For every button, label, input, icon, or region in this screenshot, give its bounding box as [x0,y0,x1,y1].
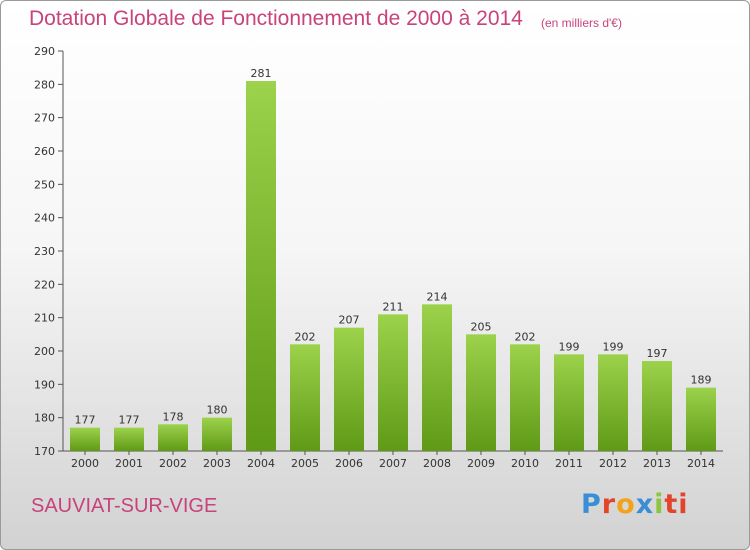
bar [114,427,144,451]
bar-value-label: 177 [75,414,96,427]
bar [246,81,276,451]
bar-value-label: 205 [471,320,492,333]
logo-letter: o [616,489,636,520]
bar-value-label: 211 [383,300,404,313]
y-tick-label: 260 [34,145,55,158]
bar-value-label: 189 [691,374,712,387]
y-tick-label: 290 [34,45,55,58]
bar-value-label: 207 [339,314,360,327]
bar [334,327,364,451]
bar [202,417,232,451]
x-tick-label: 2007 [379,457,407,470]
y-tick-label: 230 [34,245,55,258]
bar [422,304,452,451]
x-tick-label: 2004 [247,457,275,470]
bar [686,387,716,451]
bar [466,334,496,451]
x-tick-label: 2011 [555,457,583,470]
x-tick-label: 2013 [643,457,671,470]
x-tick-label: 2005 [291,457,319,470]
bar [158,424,188,451]
y-tick-label: 170 [34,445,55,458]
x-tick-label: 2009 [467,457,495,470]
bar-value-label: 202 [515,330,536,343]
bar [510,344,540,451]
bar-value-label: 199 [559,340,580,353]
x-tick-label: 2006 [335,457,363,470]
bar [70,427,100,451]
bar-value-label: 199 [603,340,624,353]
y-tick-label: 220 [34,278,55,291]
x-tick-label: 2003 [203,457,231,470]
bar [642,361,672,451]
bar-value-label: 202 [295,330,316,343]
bar-value-label: 180 [207,404,228,417]
bar [378,314,408,451]
y-tick-label: 250 [34,178,55,191]
x-tick-label: 2014 [687,457,715,470]
x-tick-label: 2012 [599,457,627,470]
x-tick-label: 2001 [115,457,143,470]
bar-value-label: 197 [647,347,668,360]
x-tick-label: 2002 [159,457,187,470]
x-tick-label: 2008 [423,457,451,470]
y-tick-label: 190 [34,378,55,391]
bar-value-label: 178 [163,410,184,423]
logo-letter: x [635,489,655,520]
x-tick-label: 2000 [71,457,99,470]
y-tick-label: 240 [34,212,55,225]
logo-letter: P [581,489,602,520]
y-tick-label: 280 [34,78,55,91]
logo-letter: ti [664,489,689,520]
commune-name: SAUVIAT-SUR-VIGE [31,495,218,517]
bar [598,354,628,451]
logo-letter: i [654,489,665,520]
y-tick-label: 210 [34,312,55,325]
bar [554,354,584,451]
y-tick-label: 200 [34,345,55,358]
y-tick-label: 180 [34,412,55,425]
logo-letter: r [601,489,617,520]
chart-unit: (en milliers d'€) [541,16,622,30]
proxiti-logo: Proxiti [581,489,689,520]
chart-title: Dotation Globale de Fonctionnement de 20… [29,7,523,30]
bar-value-label: 177 [119,414,140,427]
bar-value-label: 281 [251,67,272,80]
bar [290,344,320,451]
x-tick-label: 2010 [511,457,539,470]
bar-value-label: 214 [427,290,448,303]
y-tick-label: 270 [34,112,55,125]
